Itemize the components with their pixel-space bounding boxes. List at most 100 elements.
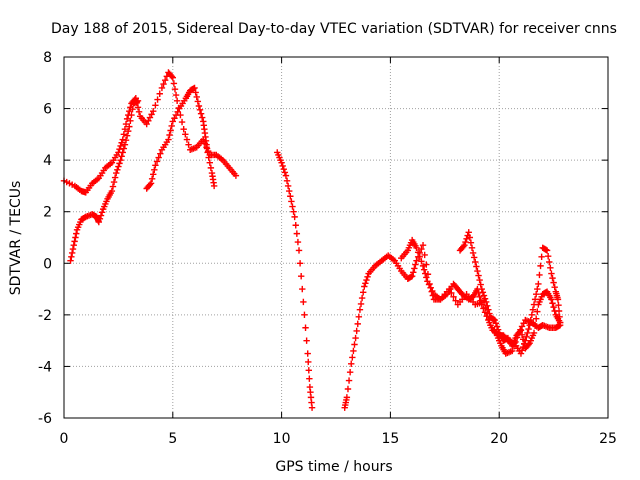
data-point <box>493 323 501 330</box>
data-point <box>198 114 206 121</box>
data-point <box>518 347 526 354</box>
data-point <box>477 281 484 288</box>
data-point <box>346 369 354 376</box>
data-point <box>191 84 198 92</box>
data-point <box>153 158 161 165</box>
data-point <box>232 172 240 179</box>
data-point <box>410 269 417 276</box>
data-point <box>168 73 175 80</box>
data-point <box>355 313 363 320</box>
data-point <box>485 306 492 313</box>
data-point <box>118 153 125 160</box>
data-point <box>466 234 474 241</box>
data-point <box>295 247 303 254</box>
data-point <box>550 279 557 286</box>
data-point <box>520 320 527 327</box>
y-tick-label: 8 <box>43 50 52 66</box>
data-point <box>303 337 310 344</box>
data-point <box>486 310 493 317</box>
data-point <box>479 289 487 296</box>
data-point <box>480 292 488 299</box>
data-point <box>126 107 133 115</box>
data-point <box>349 354 356 361</box>
data-point <box>292 222 299 229</box>
plot-frame <box>63 56 609 419</box>
data-point <box>305 358 312 366</box>
data-point <box>118 139 125 146</box>
data-point <box>120 145 128 152</box>
data-point <box>420 266 428 273</box>
data-point <box>195 102 203 110</box>
data-point <box>196 106 204 114</box>
x-tick-label: 25 <box>599 431 617 447</box>
data-point <box>467 239 475 246</box>
x-tick-label: 20 <box>490 431 508 447</box>
y-tick-label: 4 <box>43 153 52 169</box>
data-point <box>462 238 469 246</box>
data-point <box>357 300 365 308</box>
data-point <box>113 169 120 177</box>
data-point <box>194 98 202 105</box>
data-point <box>343 394 351 401</box>
data-point <box>126 123 133 130</box>
data-point <box>474 267 481 275</box>
data-point <box>154 96 161 103</box>
data-point <box>524 329 531 337</box>
data-point <box>517 327 525 334</box>
data-point <box>122 120 130 128</box>
data-point <box>551 283 558 291</box>
data-point <box>556 319 564 326</box>
data-point <box>549 300 556 307</box>
data-point <box>281 169 289 176</box>
data-point <box>547 264 554 271</box>
data-point <box>544 252 552 260</box>
data-point <box>174 108 181 115</box>
data-point <box>278 159 285 166</box>
data-point <box>70 242 77 249</box>
data-point <box>478 301 485 308</box>
data-point <box>538 253 545 261</box>
data-point <box>97 212 105 219</box>
data-point <box>518 331 526 339</box>
data-point <box>166 131 173 139</box>
data-point <box>129 106 136 113</box>
data-point <box>116 160 123 167</box>
x-tick-label: 0 <box>60 431 69 447</box>
data-point <box>481 295 489 302</box>
data-point <box>124 127 132 135</box>
data-point <box>67 257 74 264</box>
data-point <box>300 298 307 306</box>
data-point <box>152 162 159 169</box>
data-point <box>150 107 157 115</box>
data-point <box>146 181 154 188</box>
data-point <box>551 307 558 315</box>
data-point <box>280 165 287 173</box>
data-point <box>543 247 551 254</box>
data-point <box>492 320 500 327</box>
x-tick-label: 10 <box>273 431 291 447</box>
data-point <box>123 115 131 123</box>
data-point <box>413 244 420 252</box>
data-point <box>210 182 218 190</box>
data-point <box>115 163 122 170</box>
data-point <box>96 215 104 223</box>
y-tick-label: 2 <box>43 205 52 221</box>
data-point <box>98 209 106 216</box>
data-point <box>294 238 302 246</box>
data-point <box>351 341 358 348</box>
data-point <box>411 265 418 272</box>
data-point <box>531 322 539 330</box>
data-point <box>345 377 353 384</box>
data-point <box>128 111 135 119</box>
data-point <box>476 276 483 284</box>
data-point <box>360 289 367 296</box>
data-point <box>358 294 366 302</box>
data-point <box>537 262 544 270</box>
data-point <box>476 293 483 301</box>
data-point <box>185 141 192 148</box>
data-point <box>517 350 525 357</box>
data-point <box>178 118 186 126</box>
data-point <box>134 97 142 105</box>
data-point <box>531 296 539 303</box>
